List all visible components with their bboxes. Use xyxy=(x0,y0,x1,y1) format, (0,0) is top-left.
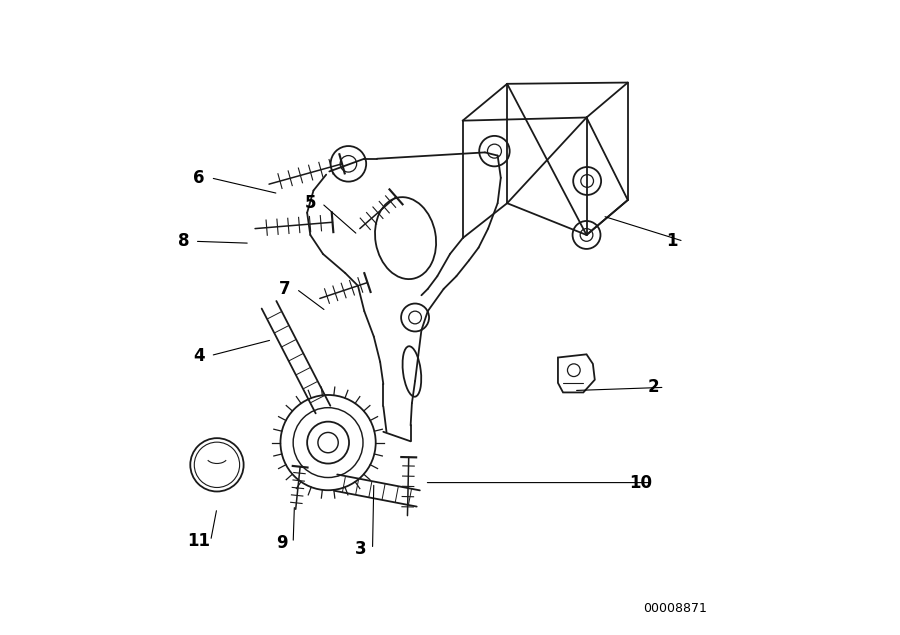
Text: 2: 2 xyxy=(647,378,659,396)
Text: 5: 5 xyxy=(304,194,316,212)
Text: 9: 9 xyxy=(276,534,287,552)
Text: 11: 11 xyxy=(188,532,211,550)
Text: 00008871: 00008871 xyxy=(644,602,707,615)
Text: 10: 10 xyxy=(629,474,652,491)
Text: 8: 8 xyxy=(177,232,189,250)
Text: 4: 4 xyxy=(194,347,205,364)
Text: 6: 6 xyxy=(194,169,205,187)
Text: 3: 3 xyxy=(356,540,367,558)
Text: 1: 1 xyxy=(667,232,678,250)
Text: 7: 7 xyxy=(279,280,291,298)
